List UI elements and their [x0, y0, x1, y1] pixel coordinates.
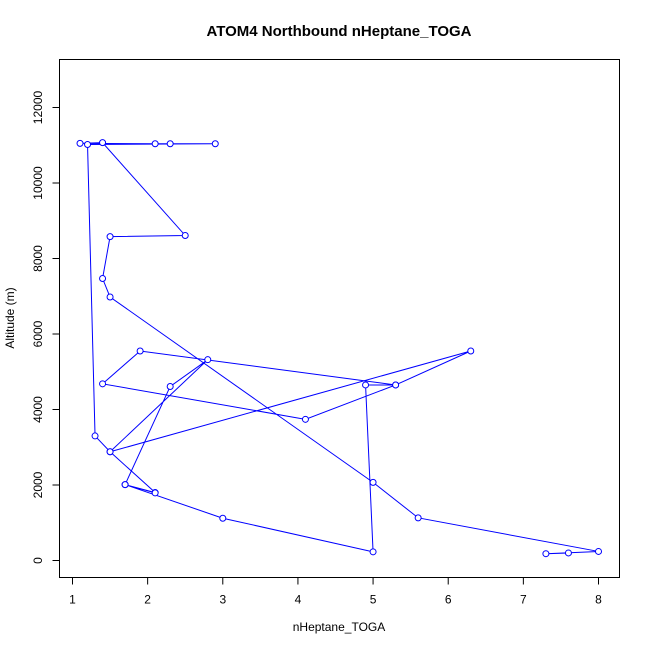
- y-tick-label: 0: [31, 557, 45, 564]
- x-axis-label: nHeptane_TOGA: [293, 620, 386, 634]
- data-point-31: [219, 514, 227, 522]
- data-point-3: [595, 547, 602, 555]
- data-point-12: [151, 140, 159, 148]
- data-point-30: [369, 548, 377, 556]
- data-point-11: [76, 139, 84, 147]
- data-point-1: [564, 549, 572, 557]
- data-point-26: [99, 380, 107, 388]
- data-point-9: [181, 231, 189, 239]
- data-point-20: [166, 382, 174, 390]
- data-point-4: [414, 514, 422, 522]
- x-tick-label: 7: [520, 593, 527, 607]
- data-point-27: [136, 347, 144, 355]
- data-point-23: [467, 347, 475, 355]
- data-point-28: [392, 381, 400, 389]
- y-tick-label: 8000: [31, 245, 45, 272]
- y-tick-label: 2000: [31, 471, 45, 498]
- data-point-2: [542, 550, 550, 558]
- y-tick-label: 4000: [31, 396, 45, 423]
- x-tick-label: 3: [219, 593, 226, 607]
- x-tick-label: 2: [144, 593, 151, 607]
- x-tick-label: 8: [595, 593, 602, 607]
- data-point-13: [166, 140, 174, 148]
- plot-frame: [59, 59, 620, 578]
- data-point-5: [369, 478, 377, 486]
- data-point-8: [106, 233, 114, 241]
- data-point-22: [106, 448, 114, 456]
- data-point-7: [99, 275, 107, 283]
- y-tick-label: 12000: [31, 90, 45, 124]
- data-point-6: [106, 293, 114, 301]
- data-point-10: [99, 139, 107, 147]
- data-point-14: [211, 140, 219, 148]
- y-axis-label: Altitude (m): [3, 287, 17, 348]
- data-point-21: [204, 356, 212, 364]
- x-tick-label: 6: [445, 593, 452, 607]
- y-tick-label: 10000: [31, 166, 45, 200]
- x-tick-label: 1: [69, 593, 76, 607]
- data-point-15: [84, 140, 92, 148]
- x-tick-label: 4: [295, 593, 302, 607]
- y-axis: 0 2000 4000 6000 8000 10000 12000: [31, 90, 60, 564]
- data-point-32: [121, 481, 129, 489]
- data-point-33: [151, 489, 159, 497]
- data-point-16: [91, 432, 99, 440]
- data-point-29: [362, 381, 370, 389]
- series-layer: [76, 139, 602, 558]
- y-tick-label: 6000: [31, 320, 45, 347]
- chart-title: ATOM4 Northbound nHeptane_TOGA: [207, 23, 472, 40]
- x-tick-label: 5: [370, 593, 377, 607]
- x-axis: 1 2 3 4 5 6 7 8: [69, 577, 602, 607]
- data-point-25: [301, 415, 309, 423]
